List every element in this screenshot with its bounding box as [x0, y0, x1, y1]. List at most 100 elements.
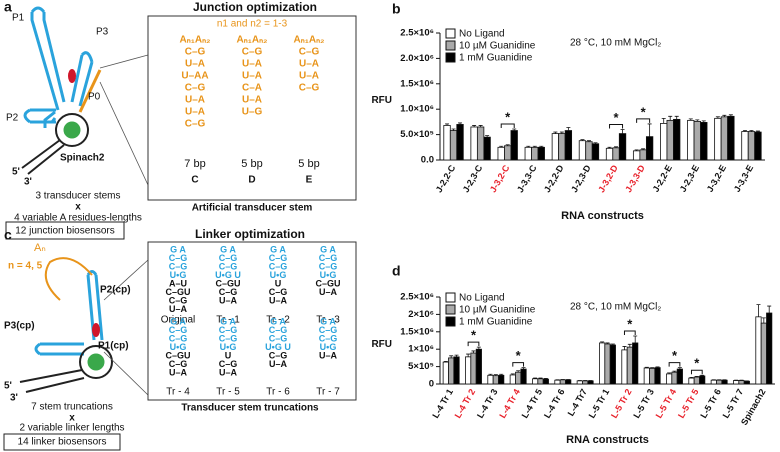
sequence-row: C–G [319, 325, 338, 335]
bp-label: 5 bp [241, 158, 262, 170]
bar [449, 130, 458, 161]
bar [492, 375, 499, 385]
x-tick-label: J-3,3-D [623, 163, 647, 194]
bar [475, 348, 482, 385]
stem-name: E [306, 175, 313, 186]
sequence-row: C–G [319, 333, 338, 343]
stem-label: Tr - 4 [166, 387, 190, 398]
bar [515, 371, 522, 385]
sequence-row: C–G [219, 287, 238, 297]
bar [671, 371, 678, 385]
bar [532, 378, 539, 385]
significance-label: * [672, 348, 678, 363]
bar [470, 352, 477, 385]
bar [741, 131, 749, 161]
sequence-row: C–G [169, 253, 188, 263]
error-bar [742, 130, 747, 132]
bar [559, 379, 566, 385]
panel-label: c [4, 227, 12, 243]
error-bar [677, 367, 682, 370]
error-bar [605, 342, 610, 344]
bar [504, 145, 512, 161]
sequence-row: C–G [169, 261, 188, 271]
bp-label: 5 bp [298, 158, 319, 170]
summary: x [69, 413, 75, 424]
caption: Transducer stem truncations [181, 403, 319, 414]
y-tick-label: 0.0 [421, 155, 434, 166]
sequence-row: U–A [185, 107, 205, 118]
sequence-row: C–G [185, 83, 206, 94]
bar [621, 349, 628, 385]
error-bar [695, 119, 700, 122]
part-label: P3 [96, 27, 109, 38]
error-bar [634, 149, 639, 151]
part-label: 3' [10, 393, 18, 404]
panel-label: d [392, 263, 401, 279]
bar [448, 357, 455, 385]
error-bar [701, 120, 706, 123]
bar [498, 374, 505, 385]
error-bar [661, 117, 666, 124]
error-bar [472, 125, 477, 127]
error-bar [614, 146, 619, 148]
error-bar [451, 128, 456, 131]
sequence-row: U–A [242, 71, 262, 82]
bar [738, 380, 745, 385]
error-bar [566, 127, 571, 131]
sequence-row: U–A [242, 95, 262, 106]
bar [666, 373, 673, 385]
stem-label: Tr - 6 [266, 387, 290, 398]
error-bar [505, 144, 510, 146]
error-bar [586, 140, 591, 142]
bar [442, 361, 449, 385]
x-tick-label: J-3,2-E [705, 163, 728, 194]
bar [700, 122, 708, 161]
y-tick-label: 1.5×10⁶ [400, 326, 434, 337]
sequence-row: C–G [319, 261, 338, 271]
bar [676, 368, 683, 385]
sequence-row: C–G [242, 47, 263, 58]
caption: Artificial transducer stem [192, 203, 313, 214]
box [147, 241, 357, 401]
stem-label: Original [161, 315, 195, 326]
legend-swatch [445, 52, 456, 63]
sequence-row: C–G [269, 253, 288, 263]
sequence-row: C–G [169, 295, 188, 305]
bar [714, 117, 722, 161]
bar [576, 380, 583, 385]
error-bar [767, 305, 772, 314]
bar [456, 124, 464, 161]
sequence-row: U–A [169, 304, 188, 314]
bar [733, 380, 740, 385]
sequence-row: U•G [270, 270, 287, 280]
legend-swatch [445, 304, 456, 315]
error-bar [755, 130, 760, 133]
bar [649, 367, 656, 385]
panel-label: a [4, 0, 12, 15]
x-tick-label: J-2,3-C [461, 163, 485, 194]
significance-label: * [471, 328, 477, 343]
box-label: 14 linker biosensors [18, 437, 107, 448]
bar [483, 136, 491, 161]
significance-bracket [500, 123, 515, 129]
bar [591, 143, 600, 161]
error-bar [633, 335, 638, 343]
sequence-row: C–G [219, 253, 238, 263]
sequence-row: C–G [185, 119, 206, 130]
error-bar [445, 123, 450, 126]
x-tick-label: J-3,3-E [732, 163, 755, 194]
x-tick-label: L-5 Tr 5 [676, 387, 701, 420]
error-bar [485, 135, 490, 138]
error-bar [499, 373, 504, 376]
bar [465, 356, 472, 385]
significance-label: * [505, 109, 511, 124]
error-bar [580, 139, 585, 141]
sequence-row: C–G [219, 333, 238, 343]
bar [666, 119, 674, 161]
part-label: P1 [12, 13, 25, 24]
error-bar [722, 114, 727, 117]
sequence-row: U–A [319, 287, 338, 297]
bar [524, 146, 532, 161]
bar [643, 367, 650, 385]
bar [558, 133, 566, 161]
